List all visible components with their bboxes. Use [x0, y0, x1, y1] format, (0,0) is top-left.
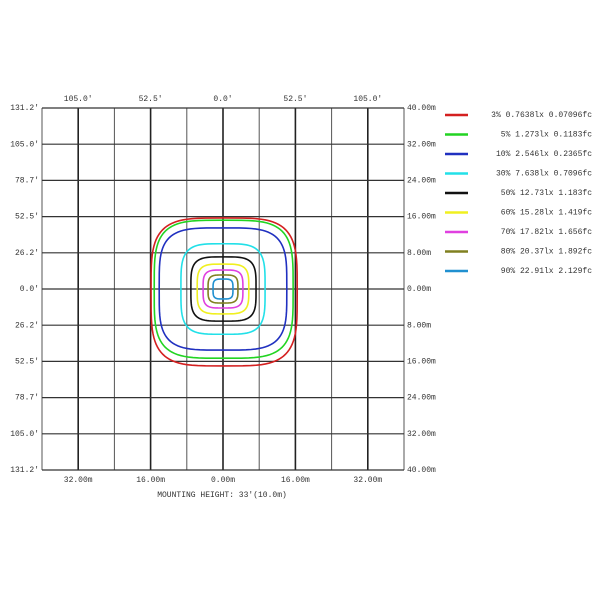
x2-tick-label: 105.0' [353, 95, 382, 104]
y2-tick-label: 32.00m [407, 140, 436, 149]
legend-label: 80% 20.37lx 1.892fc [501, 248, 592, 257]
legend-label: 70% 17.82lx 1.656fc [501, 228, 592, 237]
x2-tick-label: 0.0' [213, 95, 232, 104]
x2-tick-label: 52.5' [283, 95, 307, 104]
legend-label: 60% 15.28lx 1.419fc [501, 209, 592, 218]
x-tick-label: 32.00m [64, 476, 93, 485]
y2-tick-label: 40.00m [407, 466, 436, 475]
isoline [202, 269, 244, 309]
legend-label: 10% 2.546lx 0.2365fc [496, 150, 592, 159]
y-tick-label: 78.7' [15, 394, 39, 403]
isoline [158, 227, 288, 351]
isoline [190, 256, 257, 322]
isoline [212, 278, 234, 300]
y-tick-label: 0.0' [20, 285, 39, 294]
isoline [153, 219, 294, 360]
legend-label: 50% 12.73lx 1.183fc [501, 189, 592, 198]
x-tick-label: 16.00m [281, 476, 310, 485]
y-tick-label: 52.5' [15, 213, 39, 222]
isoline [150, 217, 299, 367]
y-tick-label: 26.2' [15, 321, 39, 330]
x-tick-label: 0.00m [211, 476, 235, 485]
y2-tick-label: 0.00m [407, 285, 431, 294]
isoline [207, 274, 239, 304]
y-tick-label: 52.5' [15, 358, 39, 367]
y-tick-label: 105.0' [10, 140, 39, 149]
isoline [196, 263, 250, 315]
y2-tick-label: 8.00m [407, 249, 431, 258]
y-tick-label: 78.7' [15, 177, 39, 186]
y2-tick-label: 32.00m [407, 430, 436, 439]
x2-tick-label: 52.5' [139, 95, 163, 104]
y-tick-label: 131.2' [10, 466, 39, 475]
isoline [180, 242, 266, 336]
y2-tick-label: 24.00m [407, 394, 436, 403]
legend-label: 5% 1.273lx 0.1183fc [501, 131, 592, 140]
y-tick-label: 26.2' [15, 249, 39, 258]
y2-tick-label: 8.00m [407, 321, 431, 330]
x-axis-label: MOUNTING HEIGHT: 33'(10.0m) [157, 491, 287, 500]
legend-label: 30% 7.638lx 0.7096fc [496, 170, 592, 179]
y2-tick-label: 16.00m [407, 213, 436, 222]
x-tick-label: 16.00m [136, 476, 165, 485]
y2-tick-label: 16.00m [407, 358, 436, 367]
x-tick-label: 32.00m [353, 476, 382, 485]
y2-tick-label: 40.00m [407, 104, 436, 113]
x2-tick-label: 105.0' [64, 95, 93, 104]
legend-label: 90% 22.91lx 2.129fc [501, 267, 592, 276]
y2-tick-label: 24.00m [407, 177, 436, 186]
legend-label: 3% 0.7638lx 0.07096fc [491, 111, 592, 120]
y-tick-label: 131.2' [10, 104, 39, 113]
y-tick-label: 105.0' [10, 430, 39, 439]
